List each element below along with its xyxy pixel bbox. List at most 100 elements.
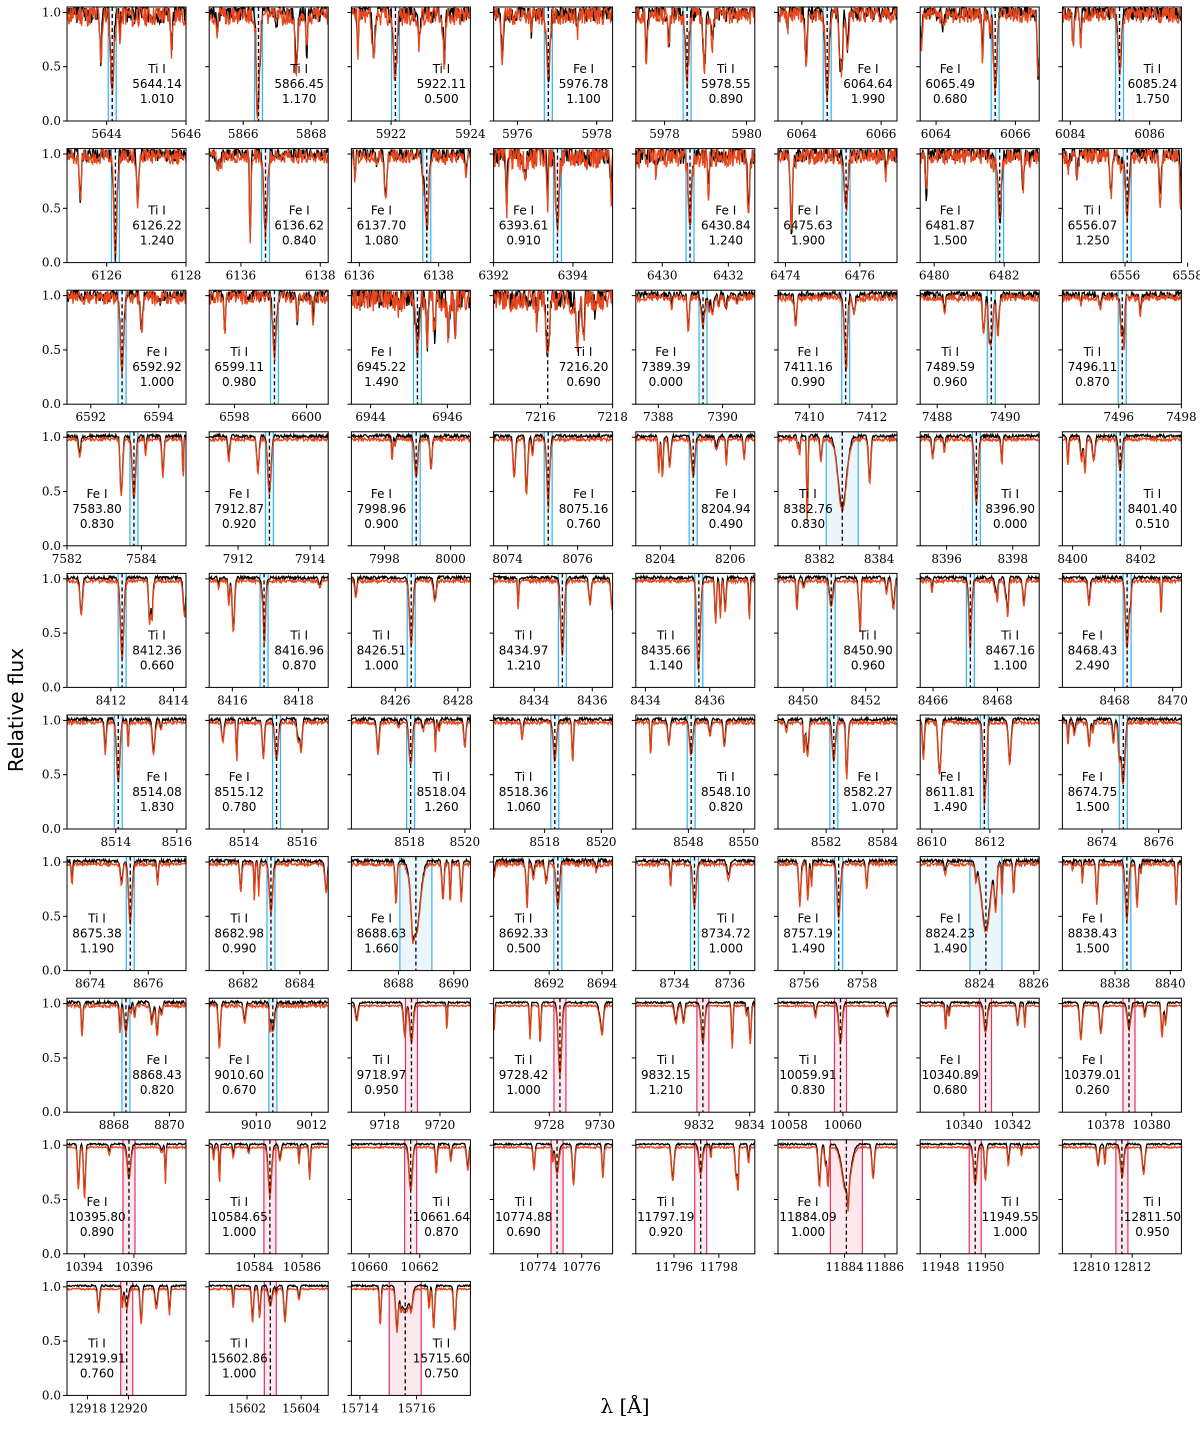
line-value-label: 1.100: [566, 92, 600, 106]
x-tick-label: 8692: [534, 977, 565, 991]
panel-frame: [493, 572, 614, 688]
x-tick-label: 8428: [443, 693, 474, 707]
y-tick-label: 0.5: [42, 1334, 61, 1348]
panel-frame: [66, 997, 187, 1113]
line-value-label: 1.100: [993, 658, 1027, 672]
x-tick-label: 6086: [1134, 127, 1165, 141]
panel-frame: [919, 997, 1040, 1113]
x-tick-label: 8674: [1087, 835, 1118, 849]
line-value-label: 0.900: [364, 517, 398, 531]
line-wavelength-label: 7411.16: [783, 360, 833, 374]
line-wavelength-label: 8674.75: [1068, 785, 1118, 799]
line-species-label: Fe I: [798, 345, 819, 359]
panel-frame: [493, 431, 614, 547]
line-value-label: 1.750: [1135, 92, 1169, 106]
model-spectrum: [920, 860, 1040, 934]
x-tick-label: 5866: [228, 127, 259, 141]
line-species-label: Fe I: [573, 487, 594, 501]
line-value-label: 0.950: [364, 1083, 398, 1097]
model-spectrum: [351, 1286, 471, 1333]
panel-frame: [66, 6, 187, 122]
observed-spectrum: [67, 432, 186, 497]
model-spectrum: [920, 435, 1040, 505]
panel-frame: [493, 1139, 614, 1255]
observed-spectrum: [920, 432, 1040, 502]
y-tick-label: 0.0: [42, 964, 61, 978]
x-tick-label: 8436: [577, 693, 608, 707]
model-spectrum: [209, 1286, 329, 1324]
model-spectrum: [67, 1145, 186, 1200]
line-value-label: 0.980: [222, 375, 256, 389]
line-wavelength-label: 6592.92: [132, 360, 182, 374]
model-spectrum: [635, 576, 755, 671]
model-spectrum: [67, 1001, 186, 1037]
line-species-label: Ti I: [1083, 204, 1102, 218]
panel-frame: [635, 997, 756, 1113]
model-spectrum: [493, 859, 613, 909]
line-species-label: Ti I: [858, 628, 877, 642]
x-tick-label: 6138: [423, 269, 454, 283]
line-value-label: 0.830: [791, 517, 825, 531]
line-value-label: 0.890: [80, 1225, 114, 1239]
x-tick-label: 8398: [997, 552, 1028, 566]
panel-frame: [66, 431, 187, 547]
model-spectrum: [209, 7, 329, 119]
line-species-label: Fe I: [715, 487, 736, 501]
x-tick-label: 7218: [597, 410, 628, 424]
x-tick-label: 8520: [586, 835, 617, 849]
panel-frame: [350, 1280, 471, 1396]
y-tick-label: 0.0: [42, 822, 61, 836]
y-tick-label: 1.0: [42, 855, 61, 869]
observed-spectrum: [778, 148, 897, 235]
model-spectrum: [1062, 435, 1182, 474]
line-value-label: 1.000: [222, 1225, 256, 1239]
line-wavelength-label: 8757.19: [783, 927, 833, 941]
line-wavelength-label: 8450.90: [843, 643, 893, 657]
line-value-label: 0.990: [791, 375, 825, 389]
x-tick-label: 6598: [219, 410, 250, 424]
x-tick-label: 9718: [369, 1118, 400, 1132]
model-spectrum: [920, 718, 1040, 808]
line-species-label: Fe I: [1082, 770, 1103, 784]
line-species-label: Ti I: [716, 912, 735, 926]
line-wavelength-label: 6137.70: [357, 219, 407, 233]
line-wavelength-label: 6599.11: [214, 360, 264, 374]
x-tick-label: 8468: [982, 693, 1013, 707]
x-tick-label: 5978: [581, 127, 612, 141]
observed-spectrum: [1062, 574, 1182, 644]
line-wavelength-label: 8426.51: [357, 643, 407, 657]
line-wavelength-label: 9718.97: [357, 1068, 407, 1082]
y-tick-label: 0.5: [42, 626, 61, 640]
panel-frame: [777, 997, 898, 1113]
x-tick-label: 8612: [975, 835, 1006, 849]
x-tick-label: 8418: [283, 693, 314, 707]
panel-frame: [66, 1139, 187, 1255]
x-tick-label: 10378: [1087, 1118, 1125, 1132]
panel-frame: [919, 289, 1040, 405]
line-wavelength-label: 15602.86: [211, 1351, 268, 1365]
model-spectrum: [1062, 860, 1182, 921]
x-tick-label: 10774: [519, 1260, 558, 1274]
x-tick-label: 7912: [223, 552, 254, 566]
line-species-label: Fe I: [87, 1195, 108, 1209]
y-tick-label: 0.5: [42, 1051, 61, 1065]
observed-spectrum: [209, 7, 329, 116]
model-spectrum: [920, 148, 1040, 222]
line-value-label: 0.510: [1135, 517, 1169, 531]
line-wavelength-label: 8075.16: [559, 502, 609, 516]
line-species-label: Ti I: [432, 62, 451, 76]
observed-spectrum: [351, 7, 471, 76]
